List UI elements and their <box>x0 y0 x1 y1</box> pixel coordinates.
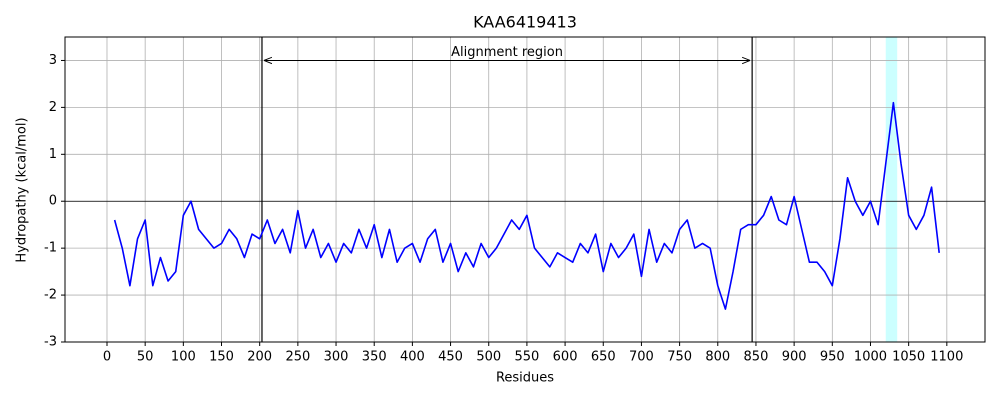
y-tick-label: -3 <box>44 335 57 350</box>
x-tick-label: 150 <box>209 350 234 365</box>
hydropathy-line <box>113 101 940 310</box>
x-tick-label: 750 <box>667 350 692 365</box>
x-tick-label: 800 <box>705 350 730 365</box>
x-tick-label: 50 <box>137 350 154 365</box>
x-tick-label: 850 <box>744 350 769 365</box>
x-tick-label: 400 <box>400 350 425 365</box>
x-tick-label: 900 <box>782 350 807 365</box>
y-tick-label: -1 <box>44 241 57 256</box>
x-tick-label: 100 <box>171 350 196 365</box>
x-tick-label: 1050 <box>892 350 925 365</box>
x-tick-label: 450 <box>438 350 463 365</box>
chart-title: KAA6419413 <box>473 13 577 32</box>
x-tick-label: 700 <box>629 350 654 365</box>
x-tick-label: 0 <box>103 350 111 365</box>
plot-frame <box>64 36 986 343</box>
x-tick-label: 300 <box>324 350 349 365</box>
y-tick-label: 0 <box>49 194 57 209</box>
x-tick-label: 250 <box>285 350 310 365</box>
annotation-label: Alignment region <box>451 45 563 60</box>
x-tick-label: 550 <box>514 350 539 365</box>
x-tick-label: 1000 <box>854 350 887 365</box>
x-tick-label: 650 <box>591 350 616 365</box>
x-tick-label: 200 <box>247 350 272 365</box>
x-tick-label: 1100 <box>930 350 963 365</box>
x-axis-label: Residues <box>496 371 554 386</box>
x-tick-label: 950 <box>820 350 845 365</box>
x-tick-label: 600 <box>553 350 578 365</box>
y-tick-label: 2 <box>49 100 57 115</box>
x-tick-label: 500 <box>476 350 501 365</box>
y-tick-label: 1 <box>49 147 57 162</box>
highlight-span <box>885 37 898 342</box>
x-tick-label: 350 <box>362 350 387 365</box>
y-axis-label: Hydropathy (kcal/mol) <box>15 117 30 262</box>
y-tick-label: -2 <box>44 288 57 303</box>
y-tick-label: 3 <box>49 53 57 68</box>
